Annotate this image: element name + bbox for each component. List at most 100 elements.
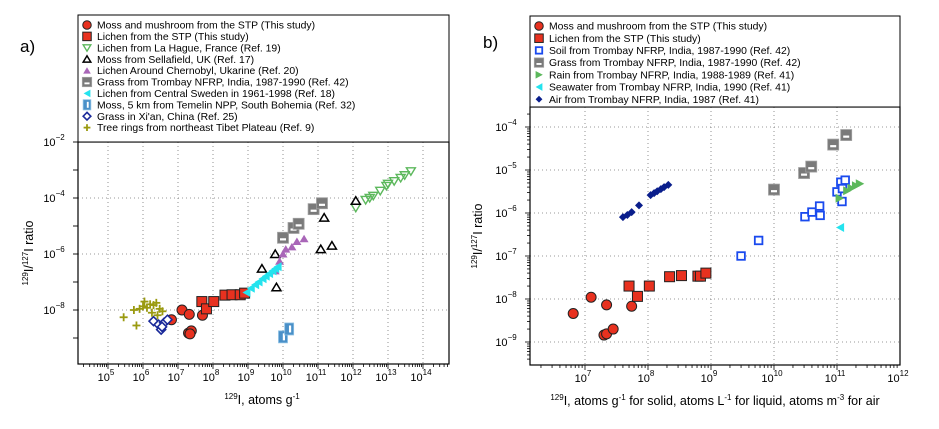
panel-a: a)105 106 107 108 109 1010 1011 1012 1013 101410−… xyxy=(20,14,450,407)
data-point xyxy=(287,242,297,251)
data-point xyxy=(269,248,282,259)
x-tick-exponent: 12 xyxy=(353,368,362,377)
legend-marker xyxy=(82,20,92,30)
y-tick-base: 10 xyxy=(495,251,507,263)
x-tick-exponent: 7 xyxy=(180,368,185,377)
data-point xyxy=(601,299,613,311)
legend-marker-body xyxy=(533,57,545,68)
data-point xyxy=(815,210,825,221)
legend-entry: Grass from Trombay NFRP, India, 1987-199… xyxy=(81,76,349,89)
data-point xyxy=(623,280,635,292)
data-point xyxy=(273,262,282,272)
x-tick-base: 10 xyxy=(410,372,422,384)
series-6 xyxy=(242,262,282,298)
legend-label: Lichen from the STP (This study) xyxy=(97,32,249,43)
x-tick-base: 10 xyxy=(98,372,110,384)
data-point xyxy=(664,271,676,283)
series-6 xyxy=(618,180,673,222)
y-tick-label: 10−5 xyxy=(495,161,517,177)
series-9 xyxy=(119,297,167,330)
x-tick-exponent: 11 xyxy=(837,369,846,378)
series-7 xyxy=(278,322,295,344)
legend-marker xyxy=(82,99,92,111)
x-tick-label: 1011 xyxy=(306,368,327,384)
data-point xyxy=(147,308,156,317)
legend-entry: Rain from Trombay NFRP, India, 1988-1989… xyxy=(535,70,794,81)
series-4 xyxy=(270,234,309,275)
x-axis-title: 129I, atoms g-1 xyxy=(224,392,300,407)
data-point xyxy=(246,283,255,293)
legend-label: Moss from Sellafield, UK (Ref. 17) xyxy=(97,55,254,66)
data-point xyxy=(284,322,295,336)
legend-entry: Moss from Sellafield, UK (Ref. 17) xyxy=(81,54,254,66)
data-point-body xyxy=(768,183,780,196)
x-axis-title: 129I, atoms g-1 for solid, atoms L-1 for… xyxy=(550,393,879,408)
series-1 xyxy=(623,267,712,302)
data-point-bar xyxy=(288,325,292,333)
x-tick-base: 10 xyxy=(168,372,180,384)
gridlines xyxy=(530,107,900,365)
data-point xyxy=(768,183,780,196)
data-point xyxy=(277,231,289,244)
series-5 xyxy=(277,197,328,244)
x-tick-label: 109 xyxy=(701,369,718,385)
x-tick-exponent: 8 xyxy=(650,369,655,378)
data-point xyxy=(847,183,857,193)
legend-marker xyxy=(82,111,92,122)
data-point xyxy=(152,298,161,307)
data-point xyxy=(256,263,268,273)
data-point xyxy=(631,290,643,302)
data-point-bar xyxy=(808,167,815,170)
x-tick-label: 109 xyxy=(238,368,255,384)
x-title-sup3: -1 xyxy=(724,393,732,402)
y-axis-title: 129I/127I ratio xyxy=(21,220,36,285)
legend-label: Moss and mushroom from the STP (This stu… xyxy=(549,22,767,33)
data-point xyxy=(635,201,644,210)
y-title-sup1: 129 xyxy=(21,272,30,286)
x-tick-label: 105 xyxy=(98,368,115,384)
y-tick-exponent: −9 xyxy=(508,333,518,342)
y-tick-base: 10 xyxy=(495,294,507,306)
x-tick-base: 10 xyxy=(340,372,352,384)
legend-marker xyxy=(534,46,544,55)
data-point xyxy=(314,243,327,254)
y-tick-base: 10 xyxy=(43,305,55,317)
series-2 xyxy=(350,167,417,214)
legend-marker xyxy=(535,70,543,79)
legend-label: Moss and mushroom from the STP (This stu… xyxy=(97,21,315,32)
data-point xyxy=(307,203,320,216)
data-point xyxy=(299,234,309,243)
data-point xyxy=(675,270,687,282)
legend-entry: Grass from Trombay NFRP, India, 1987-199… xyxy=(533,57,801,69)
series-5 xyxy=(836,223,845,233)
legend-entry: Moss and mushroom from the STP (This stu… xyxy=(534,21,767,33)
data-point-body xyxy=(277,231,289,244)
data-points xyxy=(119,167,417,344)
legend-entry: Lichen from La Hague, France (Ref. 19) xyxy=(81,43,281,54)
data-point xyxy=(208,296,220,308)
legend-entry: Lichen from the STP (This study) xyxy=(534,33,701,45)
x-tick-base: 10 xyxy=(761,373,773,385)
legend-label: Tree rings from northeast Tibet Plateau … xyxy=(97,123,314,134)
x-tick-exponent: 6 xyxy=(145,368,150,377)
data-point xyxy=(643,280,655,292)
y-tick-exponent: −8 xyxy=(56,301,66,310)
legend-label: Lichen from the STP (This study) xyxy=(549,34,701,45)
y-title-mid: I/ xyxy=(22,265,36,272)
series-2 xyxy=(736,175,850,261)
legend-label: Seawater from Trombay NFRP, India, 1990 … xyxy=(549,83,790,94)
x-title-sup4: -3 xyxy=(837,393,845,402)
y-title-sup2: 127 xyxy=(470,234,479,248)
y-tick-exponent: −6 xyxy=(508,204,518,213)
data-point xyxy=(367,191,380,202)
gridlines xyxy=(78,142,449,364)
legend-entry: Air from Trombay NFRP, India, 1987 (Ref.… xyxy=(535,95,759,106)
data-point xyxy=(281,245,291,253)
y-tick-label: 10−4 xyxy=(43,189,65,205)
data-point-bar xyxy=(771,190,777,193)
data-point xyxy=(140,297,149,306)
x-tick-label: 1010 xyxy=(270,368,292,384)
data-point xyxy=(855,179,865,189)
x-tick-exponent: 9 xyxy=(250,368,255,377)
y-tick-exponent: −4 xyxy=(508,118,518,127)
